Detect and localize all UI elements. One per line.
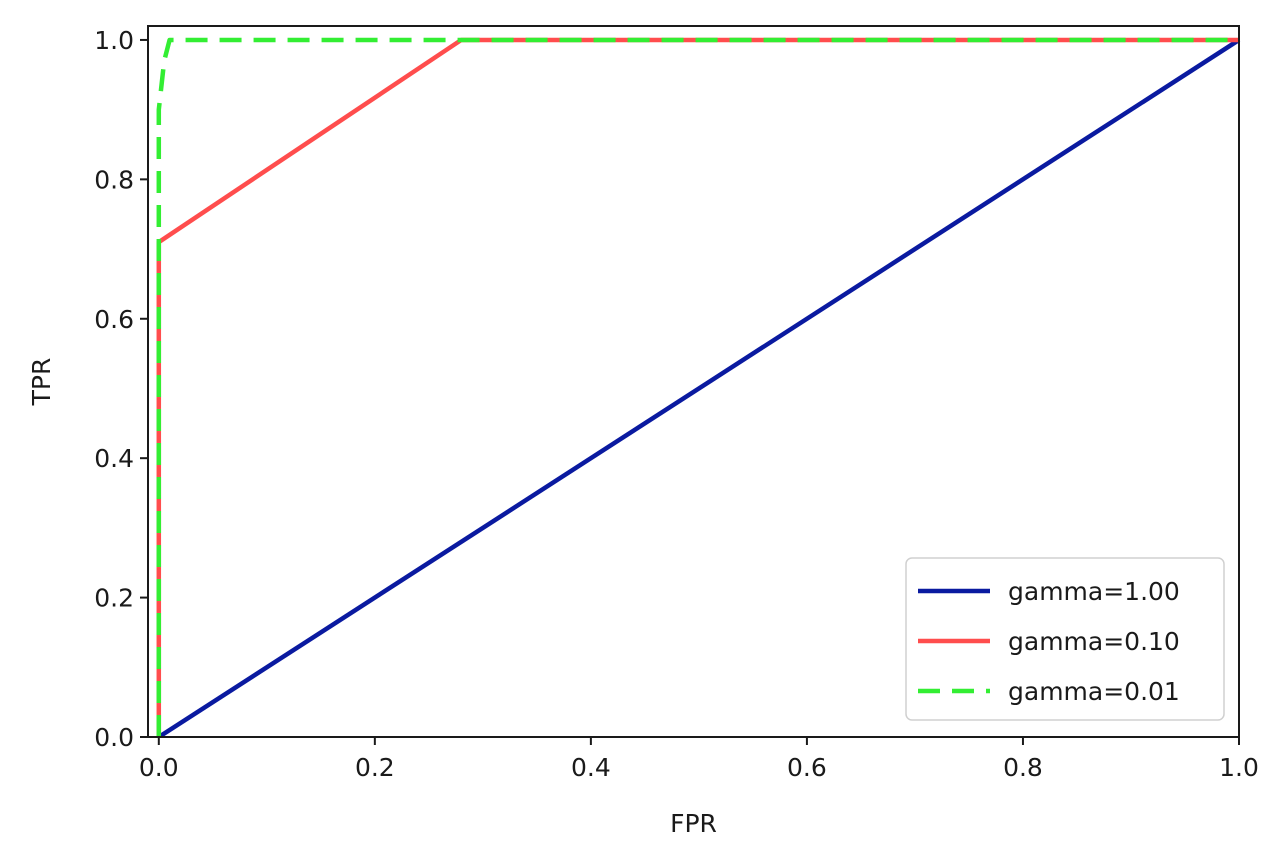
- x-tick-label: 0.4: [571, 753, 611, 782]
- y-axis-label: TPR: [27, 358, 56, 407]
- y-tick-label: 0.2: [94, 584, 134, 613]
- y-tick-label: 1.0: [94, 26, 134, 55]
- plot-frame: [147, 25, 1240, 738]
- series-line-0: [157, 38, 1241, 737]
- series-line-2: [156, 37, 1239, 737]
- legend-label: gamma=0.01: [1008, 677, 1180, 706]
- x-tick-label: 0.8: [1003, 753, 1043, 782]
- legend-box: [905, 557, 1225, 721]
- legend-label: gamma=0.10: [1008, 627, 1180, 656]
- y-tick-label: 0.8: [94, 165, 134, 194]
- x-tick-label: 0.6: [787, 753, 827, 782]
- y-tick-label: 0.0: [94, 723, 134, 752]
- x-tick-label: 0.2: [355, 753, 395, 782]
- x-tick-label: 0.0: [139, 753, 179, 782]
- legend-label: gamma=1.00: [1008, 577, 1180, 606]
- x-axis-label: FPR: [670, 809, 717, 838]
- y-tick-label: 0.4: [94, 444, 134, 473]
- y-tick-label: 0.6: [94, 305, 134, 334]
- legend: gamma=1.00 gamma=0.10 gamma=0.01: [905, 557, 1225, 721]
- axes-layer: 0.0 0.2 0.4 0.6 0.8 1.0 0.0 0.2 0.4 0.6 0.8 1.0 FPR T…: [27, 25, 1259, 838]
- series-layer: [156, 37, 1241, 737]
- x-tick-label: 1.0: [1219, 753, 1259, 782]
